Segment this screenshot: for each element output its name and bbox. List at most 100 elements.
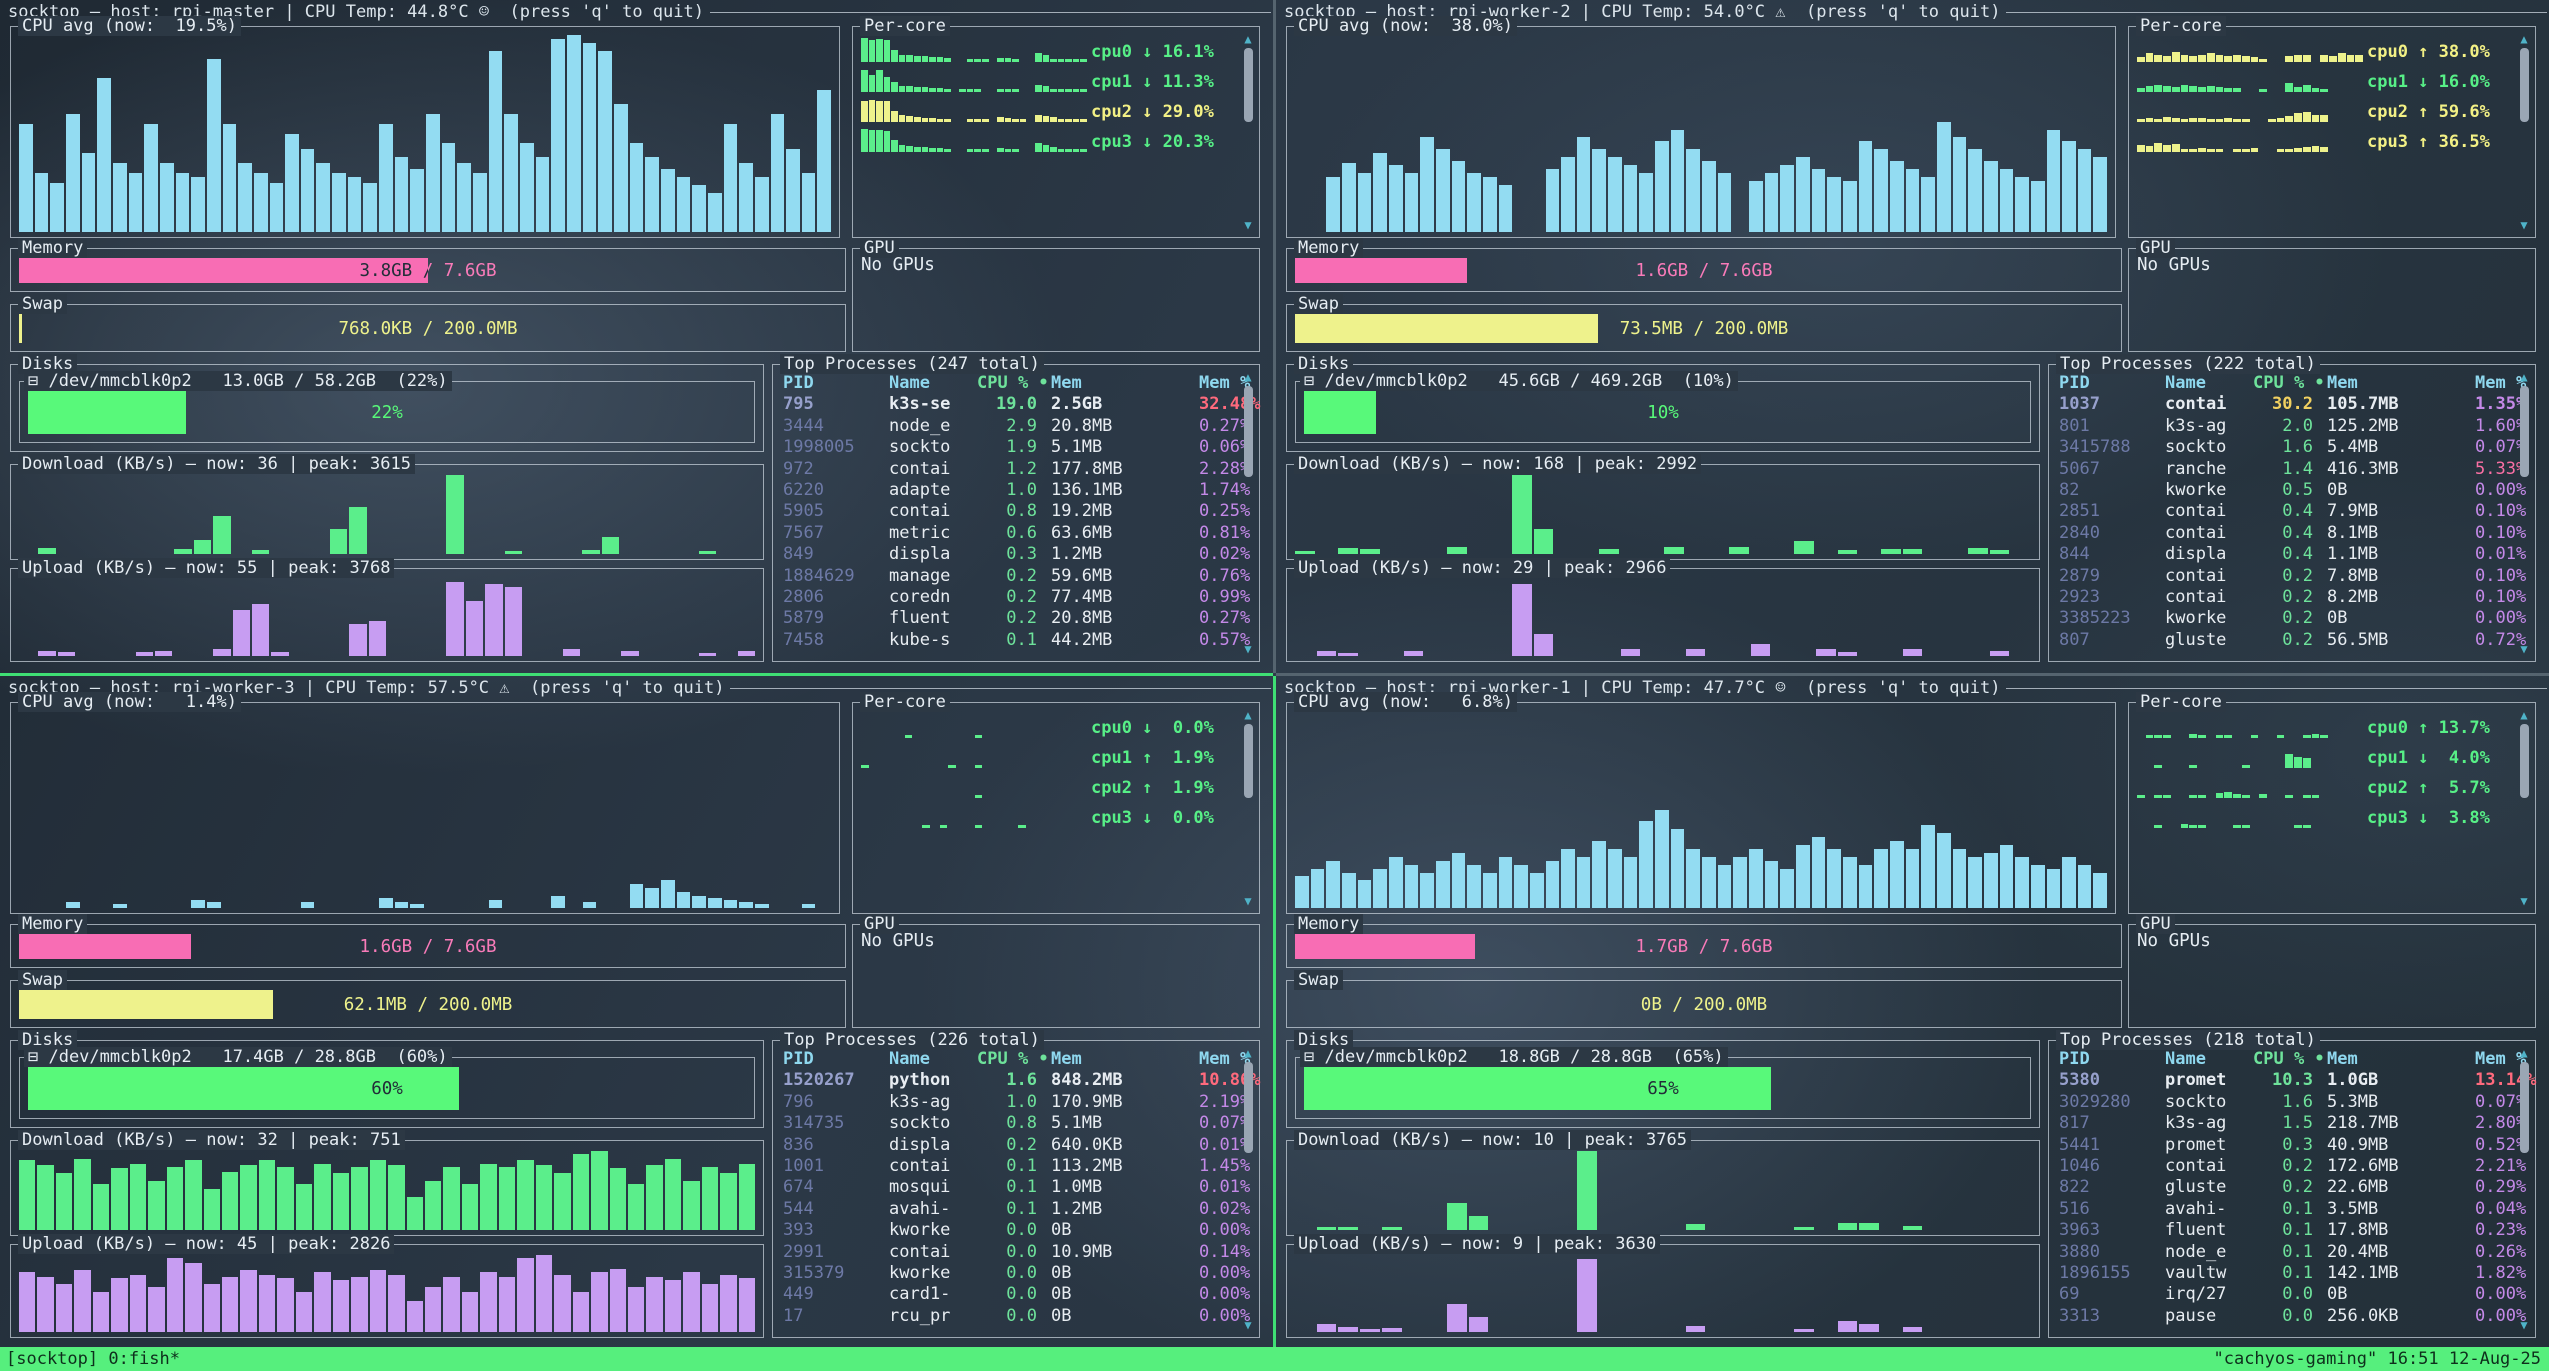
process-row[interactable]: 849 displa 0.3 1.2MB 0.02% bbox=[783, 544, 1250, 565]
col-mem-pct[interactable]: Mem % bbox=[1199, 373, 1251, 393]
process-row[interactable]: 1001 contai 0.1 113.2MB 1.45% bbox=[783, 1156, 1250, 1177]
col-mem[interactable]: Mem bbox=[2327, 373, 2358, 393]
col-cpu[interactable]: CPU % • bbox=[2253, 373, 2325, 393]
col-mem-pct[interactable]: Mem % bbox=[2475, 373, 2527, 393]
scroll-thumb[interactable] bbox=[2519, 724, 2529, 798]
process-row[interactable]: 17 rcu_pr 0.0 0B 0.00% bbox=[783, 1306, 1250, 1327]
process-row[interactable]: 5380 promet 10.3 1.0GB 13.14% bbox=[2059, 1070, 2536, 1091]
scroll-track[interactable] bbox=[1243, 1062, 1253, 1316]
process-scrollbar[interactable]: ▲ ▼ bbox=[2516, 1047, 2532, 1331]
process-row[interactable]: 795 k3s-se 19.0 2.5GB 32.48% bbox=[783, 394, 1260, 415]
scroll-down-icon[interactable]: ▼ bbox=[2520, 218, 2528, 232]
scroll-down-icon[interactable]: ▼ bbox=[1244, 894, 1252, 908]
scroll-down-icon[interactable]: ▼ bbox=[1244, 1318, 1252, 1332]
process-row[interactable]: 5441 promet 0.3 40.9MB 0.52% bbox=[2059, 1135, 2526, 1156]
process-row[interactable]: 674 mosqui 0.1 1.0MB 0.01% bbox=[783, 1177, 1250, 1198]
process-row[interactable]: 801 k3s-ag 2.0 125.2MB 1.60% bbox=[2059, 416, 2526, 437]
per-core-scrollbar[interactable]: ▲ ▼ bbox=[1240, 709, 1256, 907]
scroll-up-icon[interactable]: ▲ bbox=[2520, 708, 2528, 722]
process-table-header[interactable]: PID Name CPU % • Mem Mem % bbox=[783, 373, 1250, 394]
scroll-up-icon[interactable]: ▲ bbox=[2520, 370, 2528, 384]
scroll-down-icon[interactable]: ▼ bbox=[2520, 894, 2528, 908]
process-row[interactable]: 1037 contai 30.2 105.7MB 1.35% bbox=[2059, 394, 2526, 415]
col-name[interactable]: Name bbox=[889, 1049, 930, 1069]
process-scrollbar[interactable]: ▲ ▼ bbox=[1240, 1047, 1256, 1331]
process-row[interactable]: 1896155 vaultw 0.1 142.1MB 1.82% bbox=[2059, 1263, 2526, 1284]
process-table-header[interactable]: PID Name CPU % • Mem Mem % bbox=[783, 1049, 1250, 1070]
process-row[interactable]: 82 kworke 0.5 0B 0.00% bbox=[2059, 480, 2526, 501]
col-mem[interactable]: Mem bbox=[1051, 1049, 1082, 1069]
process-table-header[interactable]: PID Name CPU % • Mem Mem % bbox=[2059, 373, 2526, 394]
process-row[interactable]: 3963 fluent 0.1 17.8MB 0.23% bbox=[2059, 1220, 2526, 1241]
process-row[interactable]: 544 avahi- 0.1 1.2MB 0.02% bbox=[783, 1199, 1250, 1220]
scroll-track[interactable] bbox=[1243, 48, 1253, 216]
process-row[interactable]: 1884629 manage 0.2 59.6MB 0.76% bbox=[783, 566, 1250, 587]
process-row[interactable]: 314735 sockto 0.8 5.1MB 0.07% bbox=[783, 1113, 1250, 1134]
col-name[interactable]: Name bbox=[889, 373, 930, 393]
process-row[interactable]: 3415788 sockto 1.6 5.4MB 0.07% bbox=[2059, 437, 2526, 458]
scroll-up-icon[interactable]: ▲ bbox=[1244, 708, 1252, 722]
process-row[interactable]: 2923 contai 0.2 8.2MB 0.10% bbox=[2059, 587, 2526, 608]
scroll-thumb[interactable] bbox=[2519, 1062, 2529, 1154]
process-row[interactable]: 5879 fluent 0.2 20.8MB 0.27% bbox=[783, 608, 1250, 629]
process-row[interactable]: 807 gluste 0.2 56.5MB 0.72% bbox=[2059, 630, 2526, 651]
process-row[interactable]: 5905 contai 0.8 19.2MB 0.25% bbox=[783, 501, 1250, 522]
col-mem[interactable]: Mem bbox=[2327, 1049, 2358, 1069]
process-row[interactable]: 69 irq/27 0.0 0B 0.00% bbox=[2059, 1284, 2526, 1305]
scroll-thumb[interactable] bbox=[1243, 724, 1253, 798]
process-row[interactable]: 1998005 sockto 1.9 5.1MB 0.06% bbox=[783, 437, 1250, 458]
col-pid[interactable]: PID bbox=[783, 373, 814, 393]
process-row[interactable]: 2806 coredn 0.2 77.4MB 0.99% bbox=[783, 587, 1250, 608]
process-row[interactable]: 3880 node_e 0.1 20.4MB 0.26% bbox=[2059, 1242, 2526, 1263]
process-row[interactable]: 393 kworke 0.0 0B 0.00% bbox=[783, 1220, 1250, 1241]
process-row[interactable]: 5067 ranche 1.4 416.3MB 5.33% bbox=[2059, 459, 2526, 480]
process-row[interactable]: 1520267 python 1.6 848.2MB 10.86% bbox=[783, 1070, 1260, 1091]
process-row[interactable]: 7458 kube-s 0.1 44.2MB 0.57% bbox=[783, 630, 1250, 651]
process-row[interactable]: 817 k3s-ag 1.5 218.7MB 2.80% bbox=[2059, 1113, 2526, 1134]
scroll-track[interactable] bbox=[2519, 386, 2529, 640]
process-row[interactable]: 2840 contai 0.4 8.1MB 0.10% bbox=[2059, 523, 2526, 544]
pane-divider-vertical-top[interactable] bbox=[1273, 0, 1276, 673]
process-row[interactable]: 449 card1- 0.0 0B 0.00% bbox=[783, 1284, 1250, 1305]
process-row[interactable]: 796 k3s-ag 1.0 170.9MB 2.19% bbox=[783, 1092, 1250, 1113]
scroll-up-icon[interactable]: ▲ bbox=[1244, 1046, 1252, 1060]
process-row[interactable]: 844 displa 0.4 1.1MB 0.01% bbox=[2059, 544, 2526, 565]
process-row[interactable]: 2991 contai 0.0 10.9MB 0.14% bbox=[783, 1242, 1250, 1263]
per-core-scrollbar[interactable]: ▲ ▼ bbox=[1240, 33, 1256, 231]
col-cpu[interactable]: CPU % • bbox=[977, 373, 1049, 393]
scroll-down-icon[interactable]: ▼ bbox=[2520, 642, 2528, 656]
process-scrollbar[interactable]: ▲ ▼ bbox=[2516, 371, 2532, 655]
per-core-scrollbar[interactable]: ▲ ▼ bbox=[2516, 33, 2532, 231]
scroll-up-icon[interactable]: ▲ bbox=[2520, 1046, 2528, 1060]
process-table-header[interactable]: PID Name CPU % • Mem Mem % bbox=[2059, 1049, 2526, 1070]
scroll-track[interactable] bbox=[2519, 1062, 2529, 1316]
scroll-track[interactable] bbox=[1243, 386, 1253, 640]
process-row[interactable]: 3444 node_e 2.9 20.8MB 0.27% bbox=[783, 416, 1250, 437]
process-row[interactable]: 2851 contai 0.4 7.9MB 0.10% bbox=[2059, 501, 2526, 522]
scroll-track[interactable] bbox=[2519, 48, 2529, 216]
process-row[interactable]: 822 gluste 0.2 22.6MB 0.29% bbox=[2059, 1177, 2526, 1198]
col-name[interactable]: Name bbox=[2165, 1049, 2206, 1069]
pane-divider-horizontal-right[interactable] bbox=[1276, 673, 2549, 676]
scroll-track[interactable] bbox=[2519, 724, 2529, 892]
col-name[interactable]: Name bbox=[2165, 373, 2206, 393]
pane-divider-vertical-bottom-active[interactable] bbox=[1273, 676, 1276, 1347]
col-cpu[interactable]: CPU % • bbox=[2253, 1049, 2325, 1069]
process-row[interactable]: 3029280 sockto 1.6 5.3MB 0.07% bbox=[2059, 1092, 2526, 1113]
col-mem-pct[interactable]: Mem % bbox=[1199, 1049, 1251, 1069]
scroll-thumb[interactable] bbox=[1243, 48, 1253, 122]
scroll-down-icon[interactable]: ▼ bbox=[1244, 218, 1252, 232]
scroll-thumb[interactable] bbox=[1243, 386, 1253, 478]
process-row[interactable]: 3385223 kworke 0.2 0B 0.00% bbox=[2059, 608, 2526, 629]
col-mem-pct[interactable]: Mem % bbox=[2475, 1049, 2527, 1069]
scroll-down-icon[interactable]: ▼ bbox=[1244, 642, 1252, 656]
process-row[interactable]: 972 contai 1.2 177.8MB 2.28% bbox=[783, 459, 1250, 480]
scroll-thumb[interactable] bbox=[1243, 1062, 1253, 1154]
process-row[interactable]: 315379 kworke 0.0 0B 0.00% bbox=[783, 1263, 1250, 1284]
process-row[interactable]: 3313 pause 0.0 256.0KB 0.00% bbox=[2059, 1306, 2526, 1327]
per-core-scrollbar[interactable]: ▲ ▼ bbox=[2516, 709, 2532, 907]
process-row[interactable]: 516 avahi- 0.1 3.5MB 0.04% bbox=[2059, 1199, 2526, 1220]
scroll-up-icon[interactable]: ▲ bbox=[1244, 370, 1252, 384]
scroll-up-icon[interactable]: ▲ bbox=[2520, 32, 2528, 46]
col-mem[interactable]: Mem bbox=[1051, 373, 1082, 393]
